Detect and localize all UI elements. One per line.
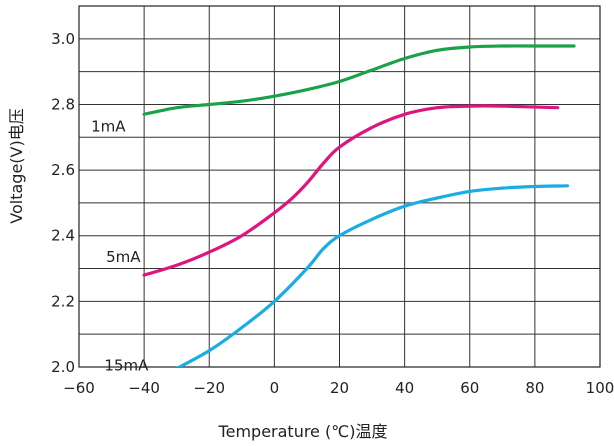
y-tick-label: 2.0 (51, 358, 75, 376)
y-axis-title: Voltage(V)电压 (7, 108, 26, 223)
y-tick-label: 2.6 (51, 161, 75, 179)
x-tick-label: 20 (330, 379, 349, 397)
x-tick-label: 40 (395, 379, 414, 397)
y-tick-label: 3.0 (51, 30, 75, 48)
y-axis-ticks: 2.0 2.2 2.4 2.6 2.8 3.0 (51, 30, 75, 376)
x-tick-label: 80 (525, 379, 544, 397)
series-labels: 1mA 5mA 15mA (91, 117, 149, 374)
x-tick-label: −20 (193, 379, 225, 397)
y-tick-label: 2.2 (51, 292, 75, 310)
x-tick-label: 0 (270, 379, 280, 397)
x-tick-label: −60 (63, 379, 95, 397)
series-label-5ma: 5mA (106, 248, 141, 266)
series-label-15ma: 15mA (104, 356, 149, 374)
x-axis-title: Temperature (℃)温度 (218, 422, 388, 441)
x-tick-label: 100 (586, 379, 614, 397)
series-line-15ma (173, 186, 567, 370)
x-tick-label: −40 (128, 379, 160, 397)
series-line-5ma (144, 106, 558, 275)
x-axis-ticks: −60 −40 −20 0 20 40 60 80 100 (63, 379, 614, 397)
series-lines (144, 46, 574, 370)
series-label-1ma: 1mA (91, 117, 126, 135)
y-tick-label: 2.8 (51, 95, 75, 113)
y-tick-label: 2.4 (51, 227, 75, 245)
x-tick-label: 60 (460, 379, 479, 397)
